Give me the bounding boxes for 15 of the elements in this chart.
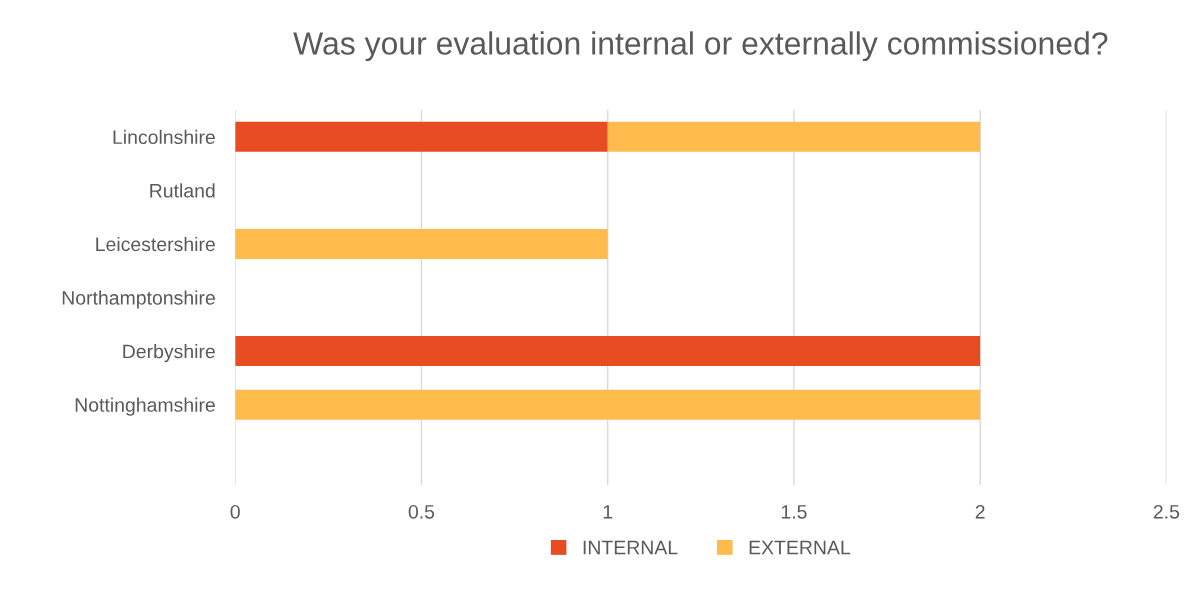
y-tick-label: Lincolnshire	[113, 129, 215, 145]
chart-title: Was your evaluation internal or externally commissioned?	[293, 31, 1108, 62]
y-tick-label: Rutland	[150, 183, 215, 198]
x-tick-label: 2	[975, 504, 985, 519]
y-tick-label: Nottinghamshire	[75, 397, 215, 416]
y-tick-label: Leicestershire	[96, 236, 215, 252]
x-tick-label: 1.5	[781, 505, 807, 519]
legend-label: EXTERNAL	[749, 540, 851, 555]
x-tick-label: 0.5	[408, 504, 435, 519]
x-tick-label: 2.5	[1153, 504, 1180, 519]
x-tick-label: 1	[603, 505, 613, 519]
legend-label: INTERNAL	[583, 540, 678, 555]
y-tick-label: Derbyshire	[123, 344, 215, 363]
y-tick-label: Northamptonshire	[62, 290, 215, 309]
x-tick-label: 0	[230, 504, 240, 519]
